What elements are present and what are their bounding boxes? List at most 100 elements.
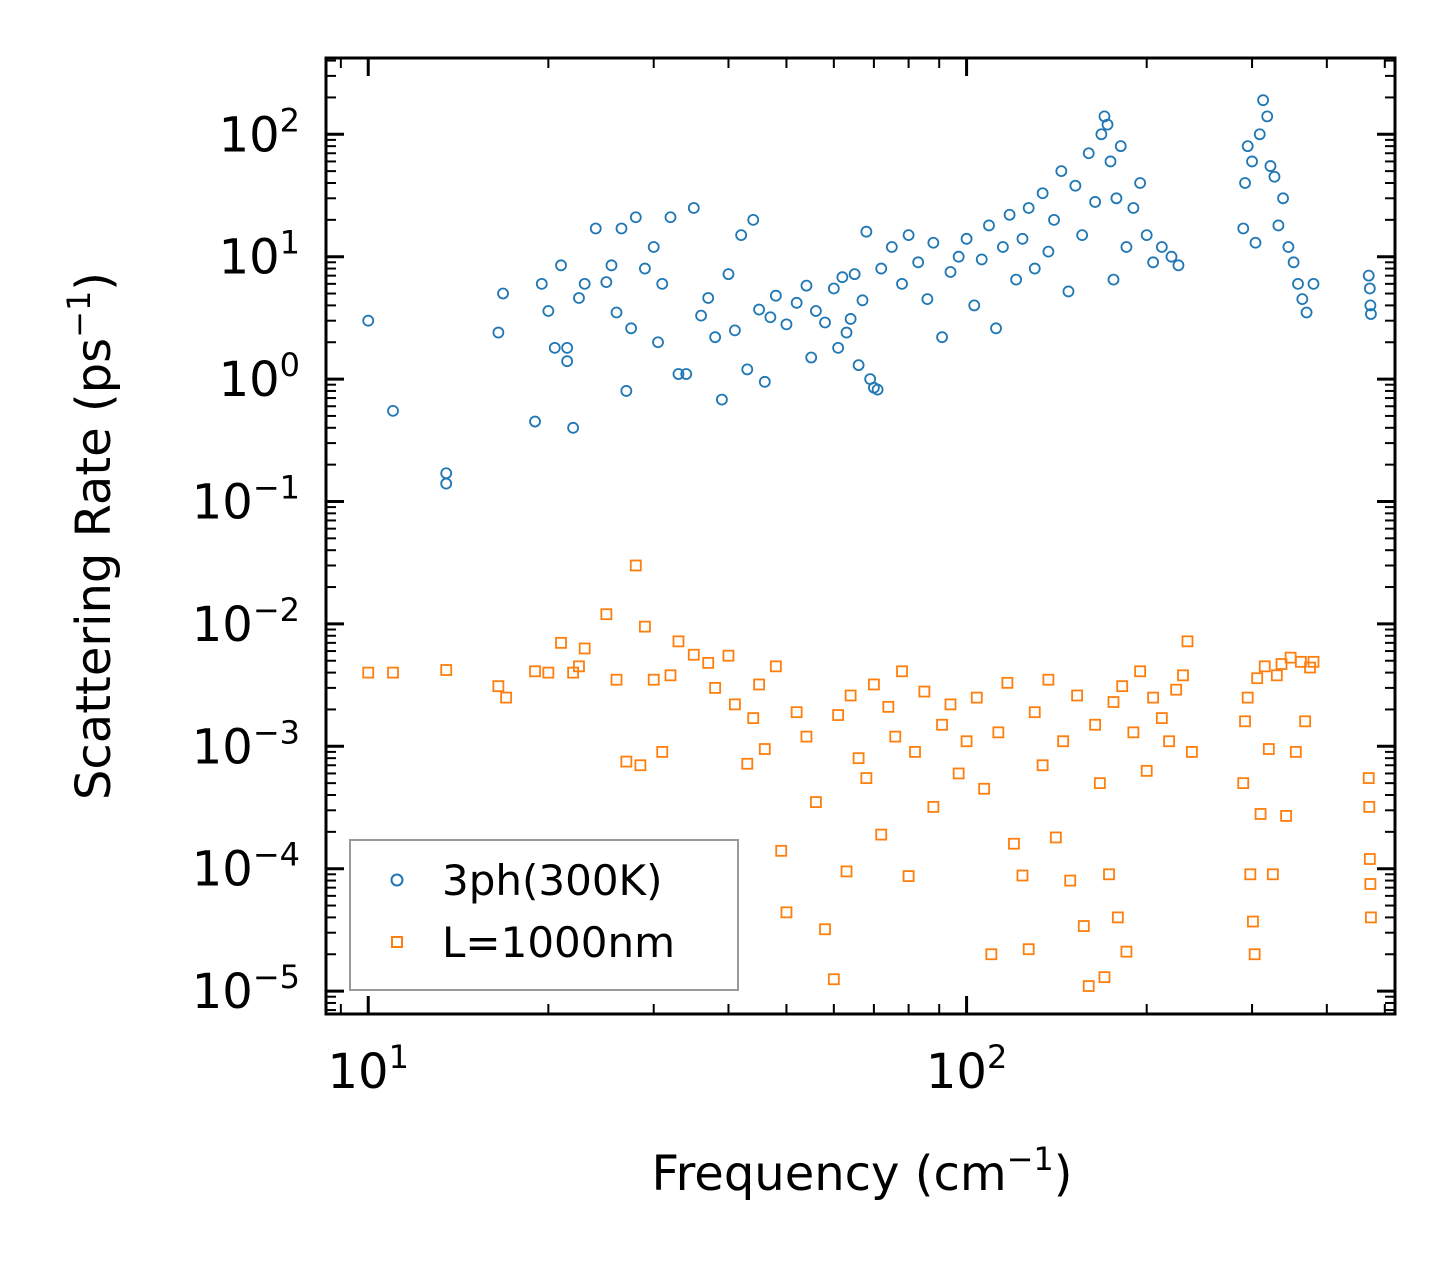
- y-axis-title-text: Scattering Rate (ps: [66, 338, 122, 800]
- data-point: [1016, 869, 1029, 882]
- data-point: [629, 211, 642, 224]
- data-point: [1082, 980, 1095, 992]
- data-point: [832, 709, 845, 721]
- data-point: [605, 259, 618, 272]
- data-point: [1277, 192, 1289, 205]
- data-point: [882, 700, 895, 713]
- data-point: [362, 666, 375, 679]
- data-point: [695, 309, 707, 322]
- data-point: [860, 225, 873, 238]
- data-point: [889, 730, 902, 743]
- data-point: [968, 299, 981, 312]
- data-point: [1120, 241, 1133, 253]
- data-point: [687, 648, 700, 661]
- data-point: [387, 404, 399, 417]
- data-point: [625, 322, 638, 335]
- data-point: [1268, 170, 1281, 183]
- data-point: [844, 313, 857, 325]
- legend-label-l1000nm: L=1000nm: [442, 918, 675, 967]
- data-point: [800, 279, 813, 292]
- data-point: [1266, 868, 1279, 881]
- x-tick-label: 102: [926, 1038, 1007, 1100]
- legend-entry-l1000nm: L=1000nm: [391, 918, 675, 967]
- data-point: [985, 948, 998, 961]
- data-point: [896, 277, 908, 290]
- data-point: [589, 222, 602, 235]
- data-point: [1246, 155, 1258, 168]
- data-point: [664, 669, 677, 682]
- data-point: [722, 268, 735, 281]
- data-point: [647, 673, 660, 686]
- data-point: [672, 635, 685, 648]
- data-point: [1008, 837, 1020, 850]
- data-point: [952, 767, 965, 780]
- data-point: [1071, 689, 1083, 702]
- data-point: [1140, 229, 1153, 242]
- data-point: [1003, 208, 1016, 221]
- x-tick-label: 101: [328, 1038, 409, 1100]
- data-point: [871, 383, 884, 396]
- data-point: [1362, 269, 1375, 282]
- data-point: [909, 745, 921, 758]
- data-point: [1363, 800, 1376, 813]
- data-point: [709, 681, 722, 694]
- data-point: [836, 271, 849, 284]
- data-point: [1299, 715, 1312, 728]
- data-point: [529, 665, 541, 678]
- data-point: [715, 393, 728, 406]
- data-point: [1120, 945, 1133, 958]
- data-point: [1244, 868, 1257, 881]
- data-point: [1127, 202, 1140, 214]
- data-point: [970, 691, 983, 704]
- data-point: [810, 796, 822, 809]
- data-point: [747, 213, 760, 226]
- data-point: [952, 250, 965, 263]
- data-point: [1307, 655, 1320, 668]
- data-point: [1103, 868, 1115, 881]
- data-point: [1016, 232, 1029, 245]
- legend-marker-circle: [390, 873, 404, 887]
- data-point: [1010, 273, 1023, 286]
- data-point: [542, 305, 555, 317]
- data-point: [875, 828, 888, 841]
- data-point: [975, 253, 988, 266]
- data-point: [1101, 118, 1114, 131]
- data-point: [1257, 94, 1269, 107]
- data-point: [561, 341, 574, 354]
- data-point: [1042, 673, 1055, 686]
- data-point: [578, 642, 591, 655]
- data-point: [680, 368, 693, 380]
- data-point: [790, 706, 803, 719]
- data-point: [827, 973, 840, 986]
- y-tick-label: 10−5: [192, 958, 300, 1020]
- data-point: [902, 229, 915, 242]
- data-point: [1186, 745, 1198, 758]
- data-point: [790, 296, 803, 309]
- y-tick-label: 10−2: [192, 591, 300, 653]
- data-point: [927, 800, 940, 813]
- data-point: [960, 735, 973, 748]
- data-point: [1251, 672, 1264, 685]
- data-point: [1280, 809, 1293, 822]
- data-point: [983, 219, 995, 232]
- data-point: [819, 316, 831, 329]
- data-point: [687, 202, 700, 214]
- data-point: [840, 865, 853, 878]
- data-point: [1062, 285, 1075, 298]
- data-point: [1098, 971, 1111, 984]
- y-tick-label: 10−1: [192, 468, 300, 530]
- data-point: [944, 266, 957, 278]
- data-point: [769, 289, 782, 302]
- data-point: [1155, 712, 1168, 724]
- data-point: [1147, 256, 1160, 269]
- data-point: [573, 292, 585, 304]
- data-point: [1147, 691, 1160, 704]
- data-point: [1134, 177, 1147, 189]
- series-0: [362, 94, 1377, 490]
- data-point: [1093, 777, 1106, 790]
- data-point: [578, 277, 591, 290]
- data-point: [1292, 277, 1304, 290]
- data-point: [1296, 293, 1309, 306]
- plot-frame: [324, 56, 1397, 1016]
